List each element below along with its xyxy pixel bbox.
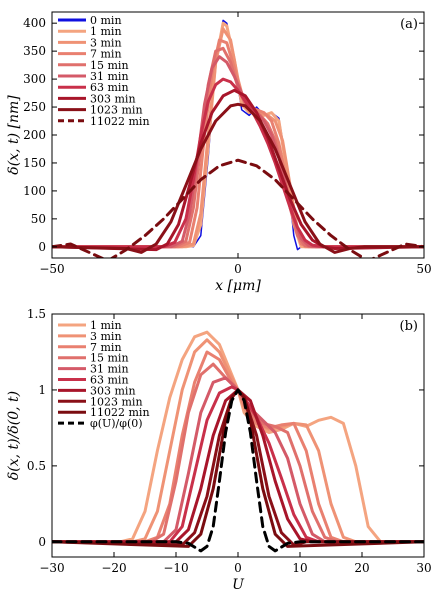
series-line-8 — [52, 102, 424, 254]
y-tick-label: 1.5 — [27, 307, 46, 321]
legend-label: φ(U)/φ(0) — [90, 417, 143, 430]
x-axis-label: x [μm] — [215, 278, 261, 294]
series-line-7 — [52, 88, 424, 252]
series-line-6 — [52, 77, 424, 249]
legend-label: 1023 min — [90, 104, 143, 117]
legend-label: 11022 min — [90, 406, 150, 419]
legend-label: 15 min — [90, 352, 129, 365]
y-tick-label: 0 — [38, 535, 46, 549]
legend-label: 303 min — [90, 92, 136, 105]
x-tick-label: −20 — [101, 561, 126, 575]
legend-label: 15 min — [90, 59, 129, 72]
legend-label: 303 min — [90, 384, 136, 397]
x-tick-label: 0 — [234, 561, 242, 575]
panel-b: −30 −20 −10 0 10 20 30 0 0.5 1 1.5 Uδ(x, t)/δ(0, t)… — [6, 307, 432, 593]
legend-label: 3 min — [90, 36, 122, 49]
series-line-9 — [52, 158, 424, 258]
y-tick-label: 250 — [23, 100, 46, 114]
y-tick-label: 0.5 — [27, 459, 46, 473]
legend-label: 3 min — [90, 330, 122, 343]
legend-label: 31 min — [90, 363, 129, 376]
x-tick-label: 30 — [416, 561, 431, 575]
legend-label: 1 min — [90, 319, 122, 332]
legend-label: 0 min — [90, 14, 122, 27]
x-tick-label: 20 — [354, 561, 369, 575]
panel-a: −50 0 50 0 50 100 150 200 250 300 350 400 x [μm] δ(x,… — [6, 11, 432, 294]
x-tick-label: −30 — [39, 561, 64, 575]
x-tick-label: −50 — [39, 262, 64, 276]
legend-label: 63 min — [90, 374, 129, 387]
y-tick-label: 400 — [23, 16, 46, 30]
series-line-9 — [52, 388, 424, 553]
legend-label: 7 min — [90, 341, 122, 354]
y-tick-label: 350 — [23, 44, 46, 58]
series-line-0 — [52, 330, 424, 544]
x-axis-label: U — [232, 577, 245, 593]
series-group — [52, 330, 424, 553]
y-tick-label: 200 — [23, 128, 46, 142]
panel-label: (b) — [400, 319, 418, 334]
y-tick-label: 300 — [23, 72, 46, 86]
x-tick-label: 0 — [234, 262, 242, 276]
y-tick-label: 0 — [38, 240, 46, 254]
y-tick-label: 50 — [31, 212, 46, 226]
legend-label: 11022 min — [90, 115, 150, 128]
y-axis-label: δ(x, t)/δ(0, t) — [6, 391, 22, 480]
legend-label: 63 min — [90, 81, 129, 94]
x-tick-label: 10 — [292, 561, 307, 575]
legend-label: 1 min — [90, 25, 122, 38]
y-tick-label: 150 — [23, 156, 46, 170]
y-tick-label: 100 — [23, 184, 46, 198]
x-tick-label: 50 — [416, 262, 431, 276]
legend-label: 1023 min — [90, 395, 143, 408]
legend-label: 31 min — [90, 70, 129, 83]
y-tick-label: 1 — [38, 383, 46, 397]
panel-label: (a) — [400, 17, 418, 32]
x-tick-label: −10 — [163, 561, 188, 575]
y-axis-label: δ(x, t) [nm] — [6, 95, 22, 175]
series-group — [52, 19, 424, 258]
legend-label: 7 min — [90, 48, 122, 61]
